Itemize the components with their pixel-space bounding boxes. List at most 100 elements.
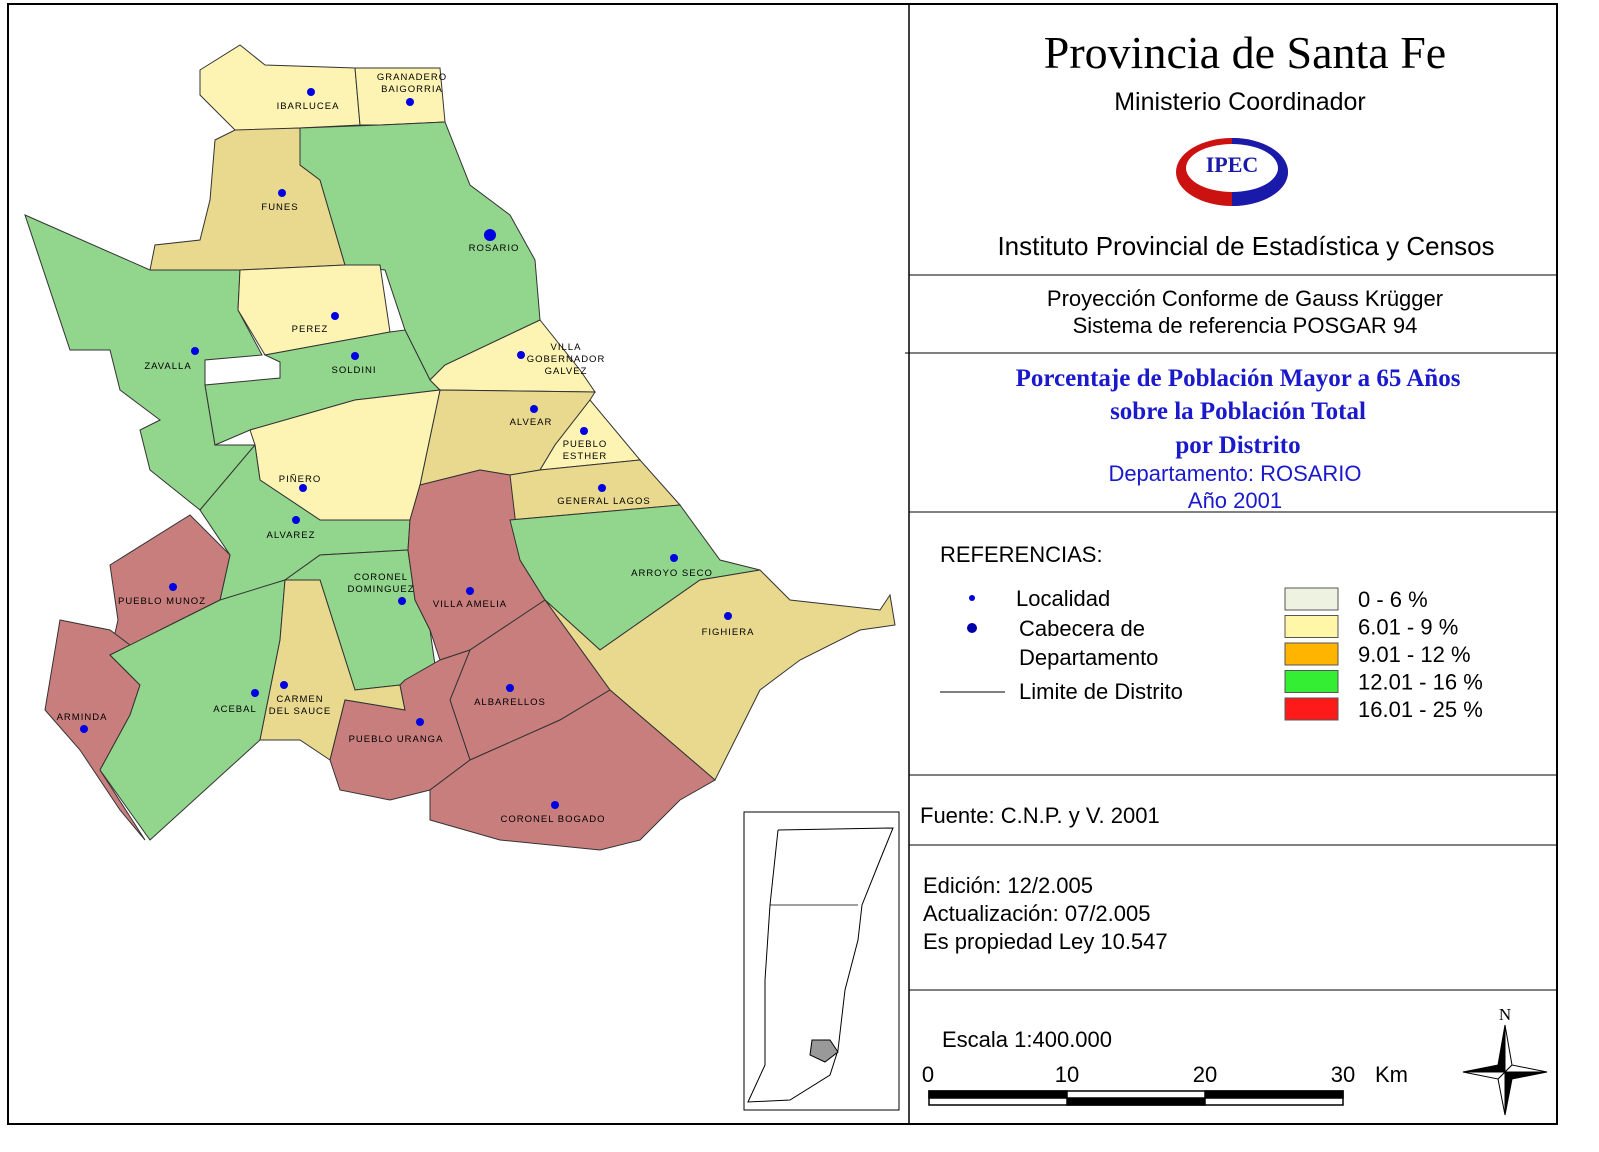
locality-dot <box>530 405 538 413</box>
locality-dot <box>551 801 559 809</box>
locality-dot <box>278 189 286 197</box>
district-label: ALBARELLOS <box>474 697 546 708</box>
district-label: GENERAL LAGOS <box>557 496 650 507</box>
projection: Proyección Conforme de Gauss Krügger <box>1047 286 1443 311</box>
locality-dot <box>307 88 315 96</box>
projection: Sistema de referencia POSGAR 94 <box>1073 313 1418 338</box>
district-label: CORONEL <box>354 572 408 583</box>
frame <box>7 3 1558 1125</box>
locality-dot <box>299 484 307 492</box>
locality-dot <box>580 427 588 435</box>
district-label: GOBERNADOR <box>527 354 606 365</box>
locality-dot <box>517 351 525 359</box>
district-label: CARMEN <box>276 694 323 705</box>
scale-tick: 10 <box>1055 1062 1079 1087</box>
district-label: GALVEZ <box>545 366 588 377</box>
map-title: por Distrito <box>1175 432 1300 459</box>
district <box>199 44 361 131</box>
legend-class-label: 12.01 - 16 % <box>1358 670 1483 695</box>
locality-dot <box>466 587 474 595</box>
district-label: BAIGORRIA <box>381 84 443 95</box>
district-label: PUEBLO MUNOZ <box>118 596 206 607</box>
locality-dot <box>331 312 339 320</box>
legend-symbol-label: Limite de Distrito <box>1019 679 1183 704</box>
locality-dot <box>292 516 300 524</box>
map-subtitle: Departamento: ROSARIO <box>1108 461 1361 486</box>
district-label: ROSARIO <box>469 243 520 254</box>
cabecera-dot <box>484 229 496 241</box>
locality-dot <box>351 352 359 360</box>
district-label: DOMINGUEZ <box>347 584 414 595</box>
logo-text: IPEC <box>1206 152 1259 177</box>
edition: Edición: 12/2.005 <box>923 873 1093 898</box>
district-label: VILLA <box>551 342 582 353</box>
edition: Es propiedad Ley 10.547 <box>923 929 1168 954</box>
district-label: SOLDINI <box>331 365 376 376</box>
legend-class-label: 9.01 - 12 % <box>1358 642 1471 667</box>
institute: Instituto Provincial de Estadística y Ce… <box>997 231 1494 261</box>
legend-symbol-label: Localidad <box>1016 586 1110 611</box>
compass <box>1462 1024 1548 1116</box>
locality-dot <box>191 347 199 355</box>
source: Fuente: C.N.P. y V. 2001 <box>920 803 1160 828</box>
north: N <box>1499 1005 1511 1024</box>
locality-dot <box>251 689 259 697</box>
district-label: ACEBAL <box>213 704 257 715</box>
locality-dot <box>80 725 88 733</box>
map-subtitle: Año 2001 <box>1188 488 1282 513</box>
district-label: ARMINDA <box>57 712 108 723</box>
legend-class-label: 0 - 6 % <box>1358 587 1428 612</box>
legend-title: REFERENCIAS: <box>940 542 1103 567</box>
locality-dot <box>169 583 177 591</box>
legend-class-label: 6.01 - 9 % <box>1358 615 1458 640</box>
legend-swatch <box>1284 642 1339 666</box>
scale-label: Escala 1:400.000 <box>942 1027 1112 1052</box>
district-label: PUEBLO URANGA <box>349 734 444 745</box>
legend-swatch <box>1284 697 1339 721</box>
district <box>329 649 471 801</box>
subtitle: Ministerio Coordinador <box>1114 88 1366 116</box>
district <box>544 569 896 781</box>
scale-unit: Km <box>1375 1062 1408 1087</box>
legend-symbol-label: Cabecera de <box>1019 616 1145 641</box>
scale-tick: 20 <box>1193 1062 1217 1087</box>
scale-bar <box>928 1090 1344 1106</box>
district-label: PIÑERO <box>279 474 321 485</box>
legend-swatch <box>1284 670 1339 693</box>
logo: IPEC <box>1176 138 1288 206</box>
locality-dot <box>280 681 288 689</box>
scale-tick: 30 <box>1331 1062 1355 1087</box>
district-label: PEREZ <box>292 324 329 335</box>
district <box>429 689 716 851</box>
locality-dot <box>416 718 424 726</box>
scale-tick: 0 <box>922 1062 934 1087</box>
locality-dot <box>598 484 606 492</box>
locality-dot <box>406 98 414 106</box>
map-title: Porcentaje de Población Mayor a 65 Años <box>1016 365 1461 392</box>
legend-symbols <box>940 595 1005 693</box>
legend-swatch <box>1284 615 1339 638</box>
district-label: ZAVALLA <box>144 361 191 372</box>
locality-dot <box>506 684 514 692</box>
district-label: GRANADERO <box>377 72 447 83</box>
map-title: sobre la Población Total <box>1110 398 1366 425</box>
district-label: ALVEAR <box>510 417 553 428</box>
district-label: FUNES <box>261 202 298 213</box>
district-label: CORONEL BOGADO <box>501 814 606 825</box>
district-label: ALVAREZ <box>267 530 316 541</box>
locality-dot <box>398 597 406 605</box>
district-label: PUEBLO <box>563 439 608 450</box>
locality-dot <box>670 554 678 562</box>
district-label: FIGHIERA <box>702 627 755 638</box>
district-label: DEL SAUCE <box>269 706 332 717</box>
legend-class-label: 16.01 - 25 % <box>1358 697 1483 722</box>
title: Provincia de Santa Fe <box>1044 27 1446 78</box>
district-label: ESTHER <box>563 451 608 462</box>
locality-dot <box>724 612 732 620</box>
edition: Actualización: 07/2.005 <box>923 901 1151 926</box>
legend-symbol-label: Departamento <box>1019 645 1158 670</box>
district-label: ARROYO SECO <box>631 568 713 579</box>
panel-lines <box>905 274 1557 991</box>
